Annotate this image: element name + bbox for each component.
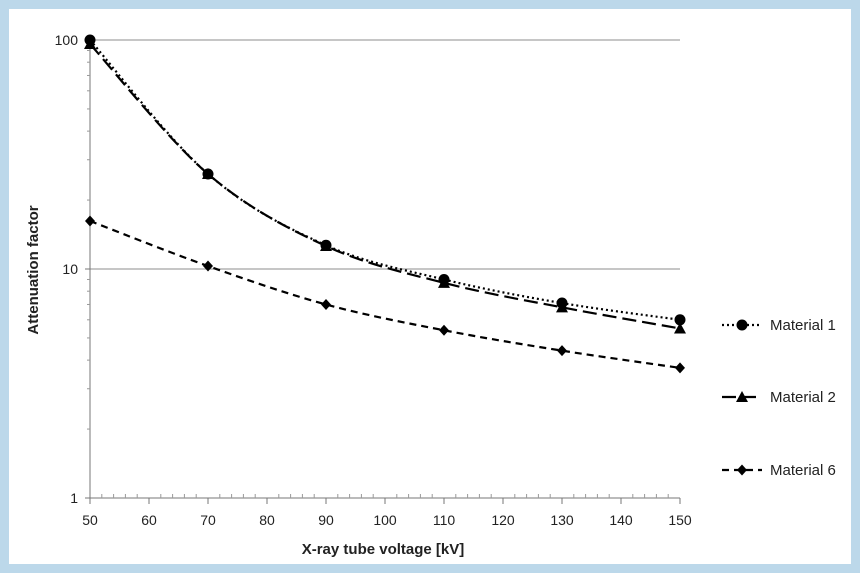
point-material-6 <box>321 298 331 310</box>
point-material-2 <box>84 38 96 50</box>
point-material-6 <box>85 215 95 227</box>
x-tick-label: 60 <box>141 512 157 528</box>
y-tick-label: 100 <box>55 32 79 48</box>
series-line-material-2 <box>89 43 681 330</box>
x-tick-label: 80 <box>259 512 275 528</box>
point-material-6 <box>439 324 449 336</box>
point-material-2 <box>438 276 450 288</box>
y-axis-title: Attenuation factor <box>25 205 42 334</box>
point-material-6 <box>557 345 567 357</box>
point-material-2 <box>674 322 686 334</box>
x-tick-label: 100 <box>373 512 397 528</box>
x-tick-label: 130 <box>550 512 574 528</box>
legend-marker-material-6 <box>737 464 747 476</box>
legend-label-material-6: Material 6 <box>770 462 836 479</box>
point-material-6 <box>675 362 685 374</box>
point-material-1 <box>674 314 686 326</box>
x-tick-label: 140 <box>609 512 633 528</box>
x-axis-ticks: 50 60 70 80 90 100 110 120 130 140 150 <box>82 494 692 528</box>
y-tick-label: 10 <box>62 261 78 277</box>
x-tick-label: 120 <box>491 512 515 528</box>
y-axis-ticks: 1 10 100 <box>55 32 90 506</box>
point-material-2 <box>320 240 332 252</box>
legend-label-material-2: Material 2 <box>770 389 836 406</box>
series-markers <box>84 34 686 374</box>
point-material-2 <box>202 167 214 179</box>
x-tick-label: 70 <box>200 512 216 528</box>
legend-marker-material-2 <box>736 391 748 402</box>
x-tick-label: 150 <box>668 512 692 528</box>
axes <box>89 38 680 499</box>
point-material-2 <box>556 301 568 313</box>
y-tick-label: 1 <box>70 490 78 506</box>
series-line-material-6 <box>89 219 681 369</box>
point-material-6 <box>203 260 213 272</box>
legend-marker-material-1 <box>736 319 748 331</box>
legend-label-material-1: Material 1 <box>770 317 836 334</box>
series-line-material-1 <box>89 39 681 321</box>
x-tick-label: 110 <box>433 512 456 528</box>
gridlines <box>90 39 680 270</box>
x-tick-label: 50 <box>82 512 98 528</box>
x-tick-label: 90 <box>318 512 334 528</box>
x-axis-title: X-ray tube voltage [kV] <box>302 541 465 558</box>
series-lines <box>89 39 681 369</box>
legend: Material 1 Material 2 Material 6 <box>722 317 836 479</box>
